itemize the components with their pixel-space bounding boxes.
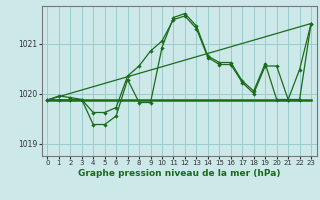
X-axis label: Graphe pression niveau de la mer (hPa): Graphe pression niveau de la mer (hPa) — [78, 169, 280, 178]
